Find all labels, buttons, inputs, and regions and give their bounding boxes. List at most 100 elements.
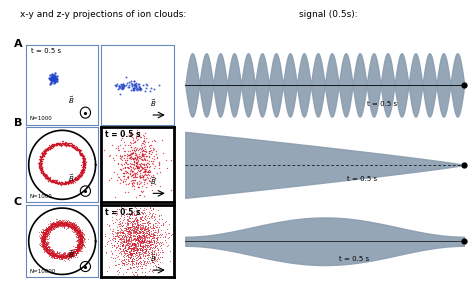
Point	[73, 175, 80, 180]
Point	[52, 252, 59, 257]
Point	[78, 242, 86, 246]
Point	[71, 252, 78, 257]
Point	[42, 242, 49, 247]
Point	[139, 211, 147, 215]
Point	[149, 230, 157, 235]
Point	[46, 219, 54, 224]
Point	[129, 157, 136, 161]
Point	[114, 87, 121, 91]
Point	[77, 239, 85, 244]
Point	[73, 228, 80, 233]
Point	[40, 239, 48, 243]
Point	[72, 249, 80, 254]
Point	[47, 226, 55, 231]
Point	[129, 273, 137, 278]
Point	[62, 223, 69, 228]
Point	[140, 260, 147, 264]
Point	[66, 252, 74, 256]
Point	[73, 244, 81, 248]
Point	[133, 219, 140, 224]
Point	[144, 261, 151, 265]
Point	[50, 252, 58, 257]
Point	[134, 226, 142, 231]
Point	[53, 222, 60, 226]
Point	[49, 79, 57, 83]
Point	[70, 254, 77, 259]
Point	[132, 226, 140, 231]
Point	[133, 163, 141, 168]
Point	[45, 245, 52, 249]
Point	[64, 254, 71, 258]
Point	[61, 142, 69, 147]
Point	[62, 253, 70, 258]
Point	[66, 225, 73, 230]
Point	[139, 243, 146, 248]
Point	[49, 222, 56, 226]
Point	[37, 160, 45, 165]
Point	[145, 251, 153, 255]
Point	[43, 250, 50, 254]
Point	[74, 249, 81, 253]
Point	[65, 223, 73, 228]
Point	[130, 148, 137, 152]
Point	[49, 253, 56, 258]
Point	[45, 225, 53, 230]
Point	[47, 253, 55, 257]
Point	[73, 146, 81, 150]
Point	[53, 220, 61, 224]
Point	[52, 252, 60, 257]
Point	[65, 256, 72, 260]
Point	[67, 141, 75, 145]
Point	[68, 228, 76, 233]
Point	[104, 269, 111, 273]
Point	[49, 179, 57, 184]
Point	[146, 169, 154, 174]
Point	[121, 251, 128, 255]
Point	[125, 252, 132, 257]
Point	[40, 151, 47, 155]
Point	[71, 247, 79, 252]
Point	[132, 251, 140, 256]
Point	[53, 217, 61, 221]
Point	[55, 220, 62, 224]
Point	[61, 253, 69, 257]
Point	[80, 158, 87, 163]
Point	[145, 238, 152, 242]
Point	[76, 231, 83, 236]
Point	[79, 241, 86, 246]
Point	[61, 219, 68, 224]
Point	[67, 220, 74, 224]
Point	[67, 251, 75, 256]
Point	[133, 232, 140, 236]
Point	[141, 227, 148, 231]
Point	[54, 255, 62, 260]
Point	[154, 246, 162, 251]
Point	[123, 250, 131, 255]
Point	[129, 278, 136, 283]
Point	[42, 152, 49, 156]
Point	[51, 249, 58, 254]
Point	[124, 153, 132, 158]
Point	[141, 210, 148, 214]
Point	[57, 220, 65, 224]
Point	[164, 230, 172, 235]
Point	[53, 180, 61, 184]
Point	[48, 224, 56, 229]
Point	[45, 226, 52, 230]
Point	[43, 246, 50, 250]
Point	[58, 254, 65, 259]
Point	[73, 245, 81, 249]
Point	[55, 221, 62, 226]
Point	[50, 251, 57, 255]
Point	[132, 244, 140, 249]
Point	[126, 214, 133, 219]
Point	[156, 162, 163, 166]
Point	[56, 221, 63, 226]
Point	[81, 164, 88, 169]
Point	[55, 223, 63, 228]
Point	[70, 249, 77, 254]
Point	[69, 145, 77, 150]
Point	[131, 82, 139, 86]
Point	[61, 142, 68, 146]
Point	[109, 229, 116, 233]
